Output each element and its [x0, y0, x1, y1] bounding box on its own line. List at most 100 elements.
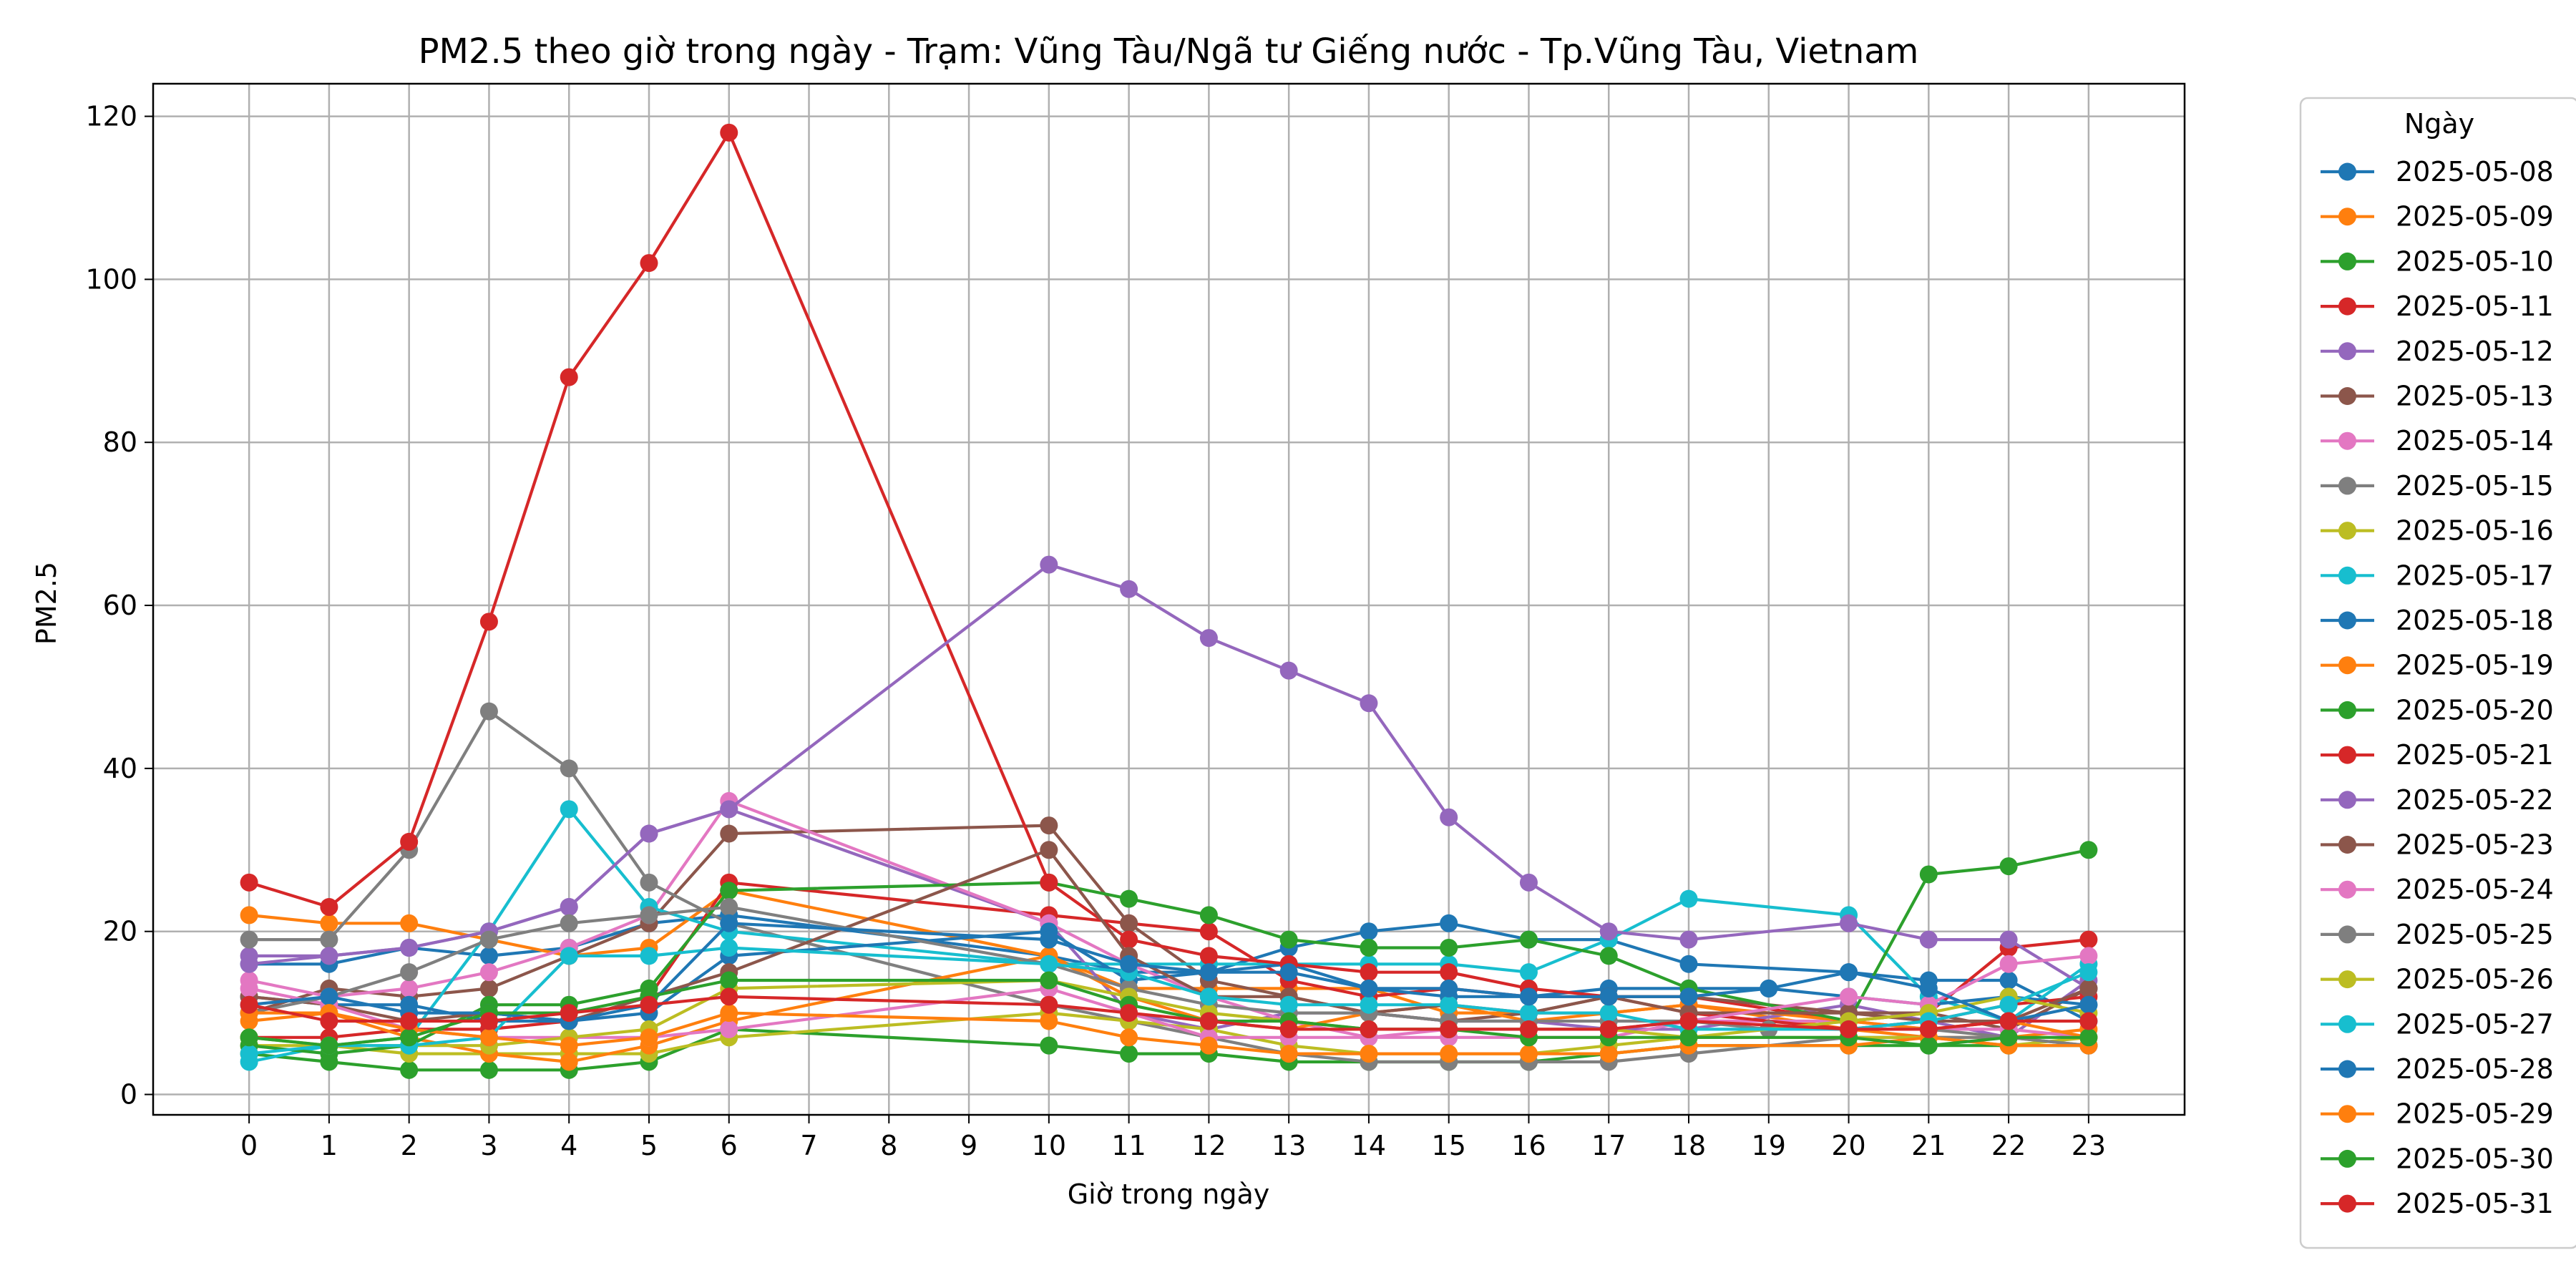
- data-point: [1120, 914, 1138, 932]
- data-point: [400, 979, 419, 997]
- legend-swatch-marker: [2338, 297, 2356, 316]
- legend-swatch-marker: [2338, 522, 2356, 540]
- data-point: [240, 979, 258, 997]
- data-point: [240, 995, 258, 1014]
- legend-item: 2025-05-21: [2321, 739, 2554, 771]
- series-line: [248, 978, 2089, 1048]
- data-point: [1519, 873, 1538, 892]
- data-point: [320, 930, 338, 949]
- series-2025-05-31: [240, 987, 2098, 1038]
- legend-swatch-marker: [2338, 611, 2356, 630]
- data-point: [1519, 930, 1538, 949]
- y-tick-label: 80: [103, 426, 137, 458]
- data-point: [479, 963, 498, 982]
- data-point: [720, 987, 738, 1006]
- data-point: [1279, 1045, 1298, 1063]
- legend-label: 2025-05-10: [2396, 245, 2554, 277]
- y-tick-label: 20: [103, 916, 137, 947]
- legend-item: 2025-05-30: [2321, 1143, 2554, 1174]
- data-point: [1679, 1028, 1698, 1047]
- legend-label: 2025-05-08: [2396, 156, 2554, 187]
- legend-item: 2025-05-22: [2321, 784, 2554, 816]
- legend-item: 2025-05-19: [2321, 650, 2554, 681]
- x-tick-label: 23: [2072, 1130, 2106, 1161]
- data-point: [1999, 955, 2018, 973]
- data-point: [320, 914, 338, 932]
- legend-swatch-marker: [2338, 880, 2356, 899]
- legend-swatch-marker: [2338, 1149, 2356, 1168]
- data-point: [2079, 995, 2098, 1014]
- data-point: [240, 1045, 258, 1063]
- legend-item: 2025-05-29: [2321, 1098, 2554, 1130]
- x-tick-label: 10: [1032, 1130, 1066, 1161]
- legend-item: 2025-05-24: [2321, 874, 2554, 905]
- data-point: [1999, 857, 2018, 876]
- data-point: [1279, 995, 1298, 1014]
- data-point: [240, 873, 258, 892]
- data-point: [1440, 979, 1458, 997]
- legend-item: 2025-05-12: [2321, 336, 2554, 367]
- x-tick-label: 13: [1272, 1130, 1306, 1161]
- legend-label: 2025-05-26: [2396, 964, 2554, 995]
- legend-item: 2025-05-08: [2321, 156, 2554, 187]
- data-point: [560, 800, 578, 819]
- data-point: [1120, 955, 1138, 973]
- x-tick-label: 4: [560, 1130, 577, 1161]
- series-line: [248, 131, 2089, 1031]
- data-point: [2079, 963, 2098, 982]
- data-point: [400, 963, 419, 982]
- data-point: [1040, 930, 1058, 949]
- data-point: [1120, 580, 1138, 598]
- data-point: [1519, 1004, 1538, 1023]
- data-point: [320, 947, 338, 965]
- legend-label: 2025-05-21: [2396, 739, 2554, 771]
- legend-label: 2025-05-28: [2396, 1053, 2554, 1085]
- data-point: [1120, 889, 1138, 908]
- data-point: [1120, 1004, 1138, 1023]
- x-tick-label: 16: [1511, 1130, 1546, 1161]
- legend-swatch-marker: [2338, 836, 2356, 854]
- x-tick-label: 15: [1432, 1130, 1466, 1161]
- legend-swatch-marker: [2338, 656, 2356, 675]
- x-tick-label: 18: [1672, 1130, 1706, 1161]
- data-point: [1599, 1004, 1618, 1023]
- data-point: [1440, 995, 1458, 1014]
- data-point: [320, 987, 338, 1006]
- legend-label: 2025-05-24: [2396, 874, 2554, 905]
- data-point: [1999, 930, 2018, 949]
- data-point: [1999, 995, 2018, 1014]
- y-tick-label: 100: [85, 263, 137, 295]
- series-line: [248, 562, 2089, 990]
- data-point: [1199, 922, 1218, 941]
- data-point: [1919, 1036, 1938, 1055]
- legend-swatch-marker: [2338, 162, 2356, 181]
- data-point: [560, 1053, 578, 1071]
- data-point: [479, 1060, 498, 1079]
- legend-swatch-marker: [2338, 791, 2356, 809]
- data-point: [1360, 694, 1378, 713]
- data-point: [1519, 1045, 1538, 1063]
- data-point: [1840, 914, 1858, 932]
- data-point: [1999, 1012, 2018, 1030]
- data-point: [1199, 629, 1218, 648]
- legend-item: 2025-05-14: [2321, 425, 2554, 457]
- data-point: [720, 898, 738, 917]
- data-point: [720, 123, 738, 142]
- data-point: [1279, 963, 1298, 982]
- data-point: [720, 882, 738, 900]
- y-axis-label: PM2.5: [31, 562, 62, 645]
- data-point: [1679, 955, 1698, 973]
- data-point: [720, 914, 738, 932]
- x-tick-label: 20: [1831, 1130, 1865, 1161]
- data-point: [320, 1036, 338, 1055]
- data-point: [560, 1004, 578, 1023]
- legend-label: 2025-05-15: [2396, 470, 2554, 502]
- data-point: [1040, 995, 1058, 1014]
- data-point: [1999, 1028, 2018, 1047]
- legend-item: 2025-05-23: [2321, 829, 2554, 861]
- legend-swatch-marker: [2338, 431, 2356, 450]
- data-point: [479, 1028, 498, 1047]
- data-point: [1599, 1020, 1618, 1038]
- legend-label: 2025-05-25: [2396, 919, 2554, 950]
- legend-swatch-marker: [2338, 1105, 2356, 1123]
